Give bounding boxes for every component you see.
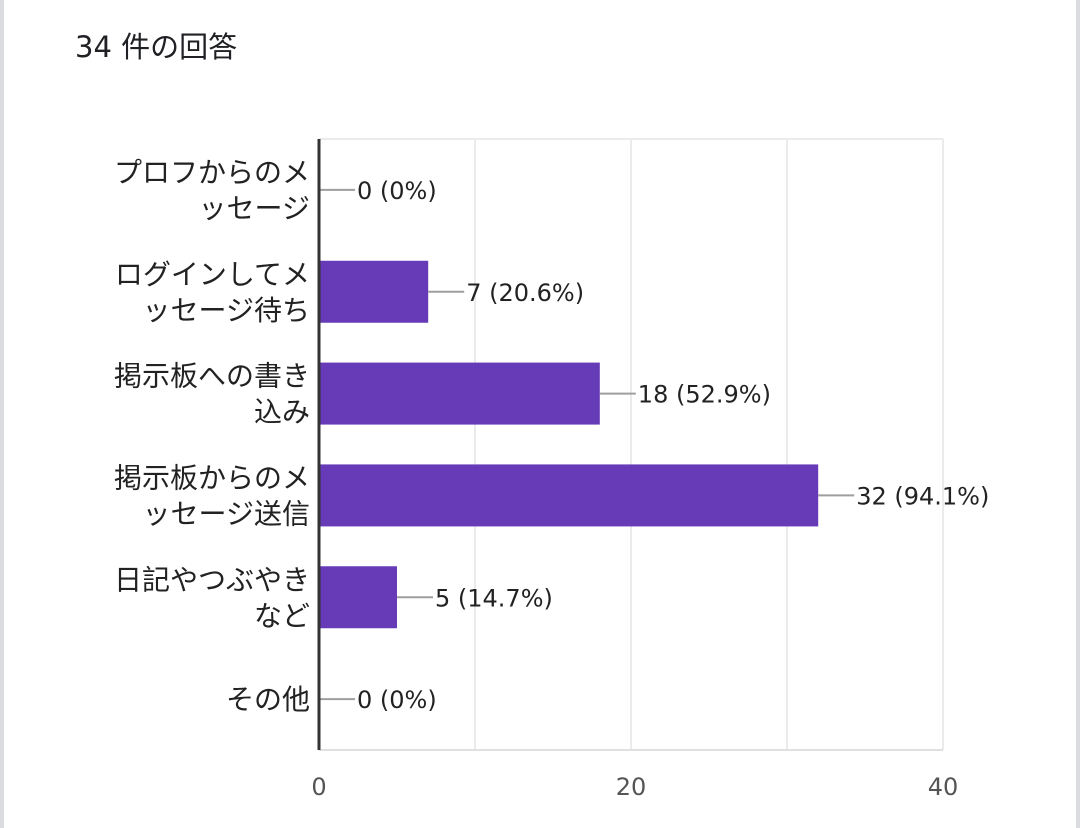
category-label: ッセージ送信 bbox=[143, 497, 310, 530]
bar bbox=[319, 464, 819, 527]
x-tick-label: 40 bbox=[928, 773, 959, 801]
category-label: など bbox=[254, 599, 310, 632]
bar bbox=[319, 362, 600, 425]
bar bbox=[319, 566, 397, 629]
frame-right-border bbox=[1076, 0, 1080, 828]
category-label: 込み bbox=[254, 396, 310, 429]
category-label: 掲示板への書き bbox=[114, 360, 310, 393]
data-label: 0 (0%) bbox=[357, 177, 437, 205]
x-tick-label: 20 bbox=[616, 773, 647, 801]
category-label: ッセージ bbox=[199, 192, 310, 225]
category-label: 掲示板からのメ bbox=[114, 461, 310, 494]
data-label: 32 (94.1%) bbox=[856, 482, 989, 510]
category-label: ッセージ待ち bbox=[143, 294, 310, 327]
category-label: 日記やつぶやき bbox=[114, 563, 310, 596]
bar bbox=[319, 260, 429, 323]
category-label: その他 bbox=[226, 683, 310, 716]
category-label: プロフからのメ bbox=[114, 156, 310, 189]
data-label: 0 (0%) bbox=[357, 686, 437, 714]
data-label: 18 (52.9%) bbox=[638, 381, 771, 409]
category-label: ログインしてメ bbox=[115, 258, 310, 291]
response-count-title: 34 件の回答 bbox=[75, 30, 238, 64]
x-tick-label: 0 bbox=[311, 773, 326, 801]
frame-left-border bbox=[0, 0, 4, 828]
data-label: 7 (20.6%) bbox=[466, 279, 584, 307]
data-label: 5 (14.7%) bbox=[435, 584, 553, 612]
